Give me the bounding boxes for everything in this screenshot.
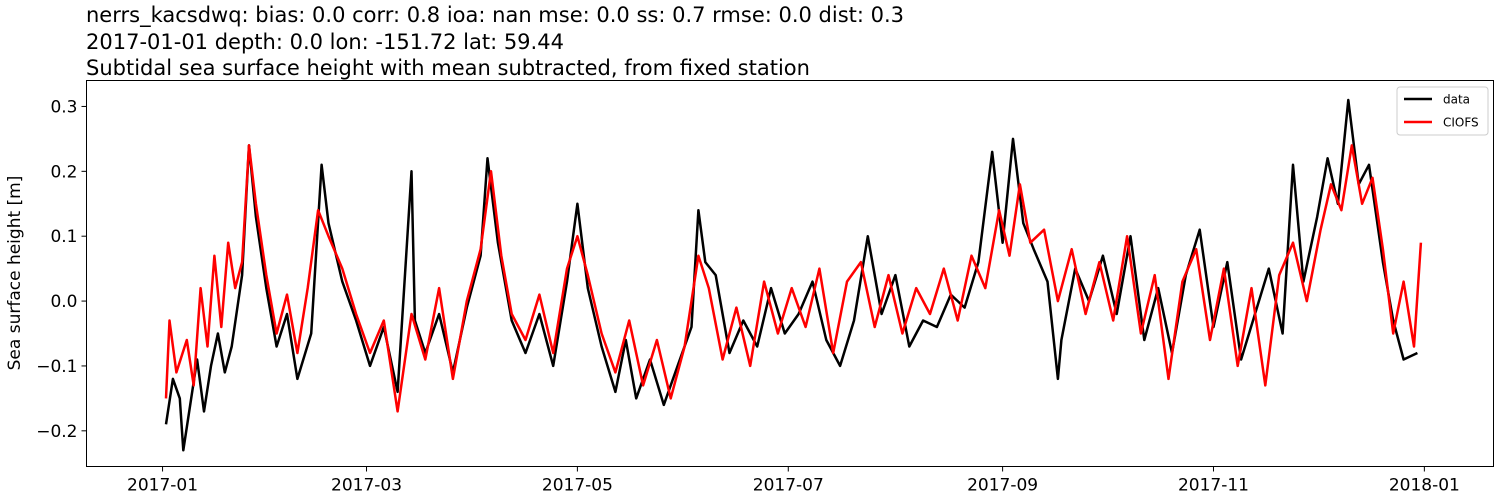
series-line-data <box>164 98 1418 452</box>
y-tick-label: 0.2 <box>50 162 77 182</box>
x-axis: 2017-01 2017-03 2017-05 2017-07 2017-09 2017-… <box>127 466 1460 496</box>
x-tick-label: 2017-11 <box>1178 476 1249 496</box>
y-tick-label: −0.2 <box>36 422 77 442</box>
x-tick-label: 2017-05 <box>542 476 613 496</box>
y-tick-label: −0.1 <box>36 357 77 377</box>
x-tick-label: 2018-01 <box>1389 476 1460 496</box>
y-tick-label: 0.0 <box>50 292 77 312</box>
y-axis-label: Sea surface height [m] <box>5 176 25 371</box>
legend-ciofs-label: CIOFS <box>1443 116 1479 130</box>
series-line-ciofs <box>164 144 1423 413</box>
x-tick-label: 2017-03 <box>331 476 402 496</box>
x-tick-label: 2017-01 <box>127 476 198 496</box>
chart-title-line-1: nerrs_kacsdwq: bias: 0.0 corr: 0.8 ioa: … <box>86 3 905 27</box>
chart-title-line-2: 2017-01-01 depth: 0.0 lon: -151.72 lat: … <box>86 29 564 54</box>
legend: data CIOFS <box>1396 86 1489 136</box>
legend-data-label: data <box>1443 93 1470 107</box>
x-tick-label: 2017-07 <box>753 476 824 496</box>
chart-title-line-3: Subtidal sea surface height with mean su… <box>86 56 810 80</box>
plot-frame <box>86 80 1494 467</box>
y-tick-label: 0.3 <box>50 97 77 117</box>
y-axis: −0.2 −0.1 0.0 0.1 0.2 0.3 <box>36 97 87 442</box>
y-tick-label: 0.1 <box>50 227 77 247</box>
series-layer <box>164 98 1423 452</box>
chart-title: nerrs_kacsdwq: bias: 0.0 corr: 0.8 ioa: … <box>86 2 904 82</box>
x-tick-label: 2017-09 <box>967 476 1038 496</box>
